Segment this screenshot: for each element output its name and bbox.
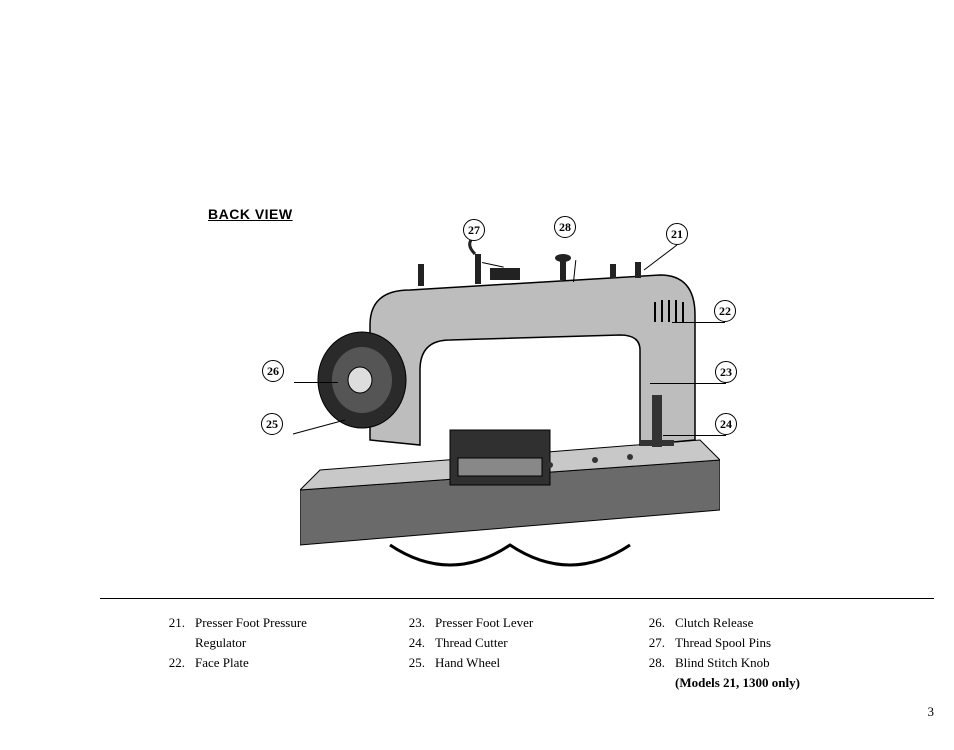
legend-label: Presser Foot Lever — [435, 613, 637, 633]
leader-25 — [290, 418, 350, 438]
callout-22: 22 — [714, 300, 736, 322]
legend-item: 26. Clutch Release — [637, 613, 877, 633]
legend-num: 27. — [637, 633, 675, 653]
legend-item: 25. Hand Wheel — [397, 653, 637, 673]
legend-label: Hand Wheel — [435, 653, 637, 673]
leader-26 — [294, 382, 338, 383]
legend-label: Thread Cutter — [435, 633, 637, 653]
legend-num: 21. — [157, 613, 195, 633]
legend-num-empty — [157, 633, 195, 653]
legend-item: 28. Blind Stitch Knob — [637, 653, 877, 673]
legend-label: Regulator — [195, 633, 397, 653]
parts-legend: 21. Presser Foot Pressure Regulator 22. … — [100, 598, 934, 694]
callout-25: 25 — [261, 413, 283, 435]
leader-24 — [663, 435, 726, 436]
legend-num: 23. — [397, 613, 435, 633]
section-heading: BACK VIEW — [208, 206, 293, 222]
legend-label: Face Plate — [195, 653, 397, 673]
manual-page: BACK VIEW — [0, 0, 954, 750]
legend-item: 27. Thread Spool Pins — [637, 633, 877, 653]
legend-label: Clutch Release — [675, 613, 877, 633]
legend-num: 24. — [397, 633, 435, 653]
legend-item-cont: Regulator — [157, 633, 397, 653]
sewing-machine-illustration — [300, 240, 720, 600]
legend-num: 22. — [157, 653, 195, 673]
callout-28: 28 — [554, 216, 576, 238]
legend-item: 24. Thread Cutter — [397, 633, 637, 653]
legend-label: Blind Stitch Knob — [675, 653, 877, 673]
legend-num: 26. — [637, 613, 675, 633]
legend-subnote: (Models 21, 1300 only) — [675, 673, 877, 693]
legend-col-3: 26. Clutch Release 27. Thread Spool Pins… — [637, 613, 877, 694]
callout-21: 21 — [666, 223, 688, 245]
legend-label: Presser Foot Pressure — [195, 613, 397, 633]
callout-23: 23 — [715, 361, 737, 383]
legend-item: 22. Face Plate — [157, 653, 397, 673]
leader-22 — [672, 322, 725, 323]
callout-24: 24 — [715, 413, 737, 435]
legend-item: 23. Presser Foot Lever — [397, 613, 637, 633]
legend-item: 21. Presser Foot Pressure — [157, 613, 397, 633]
leader-23 — [650, 383, 726, 384]
callout-26: 26 — [262, 360, 284, 382]
legend-col-2: 23. Presser Foot Lever 24. Thread Cutter… — [397, 613, 637, 694]
legend-col-1: 21. Presser Foot Pressure Regulator 22. … — [157, 613, 397, 694]
page-number: 3 — [928, 704, 935, 720]
legend-num: 25. — [397, 653, 435, 673]
callout-27: 27 — [463, 219, 485, 241]
legend-num: 28. — [637, 653, 675, 673]
legend-label: Thread Spool Pins — [675, 633, 877, 653]
